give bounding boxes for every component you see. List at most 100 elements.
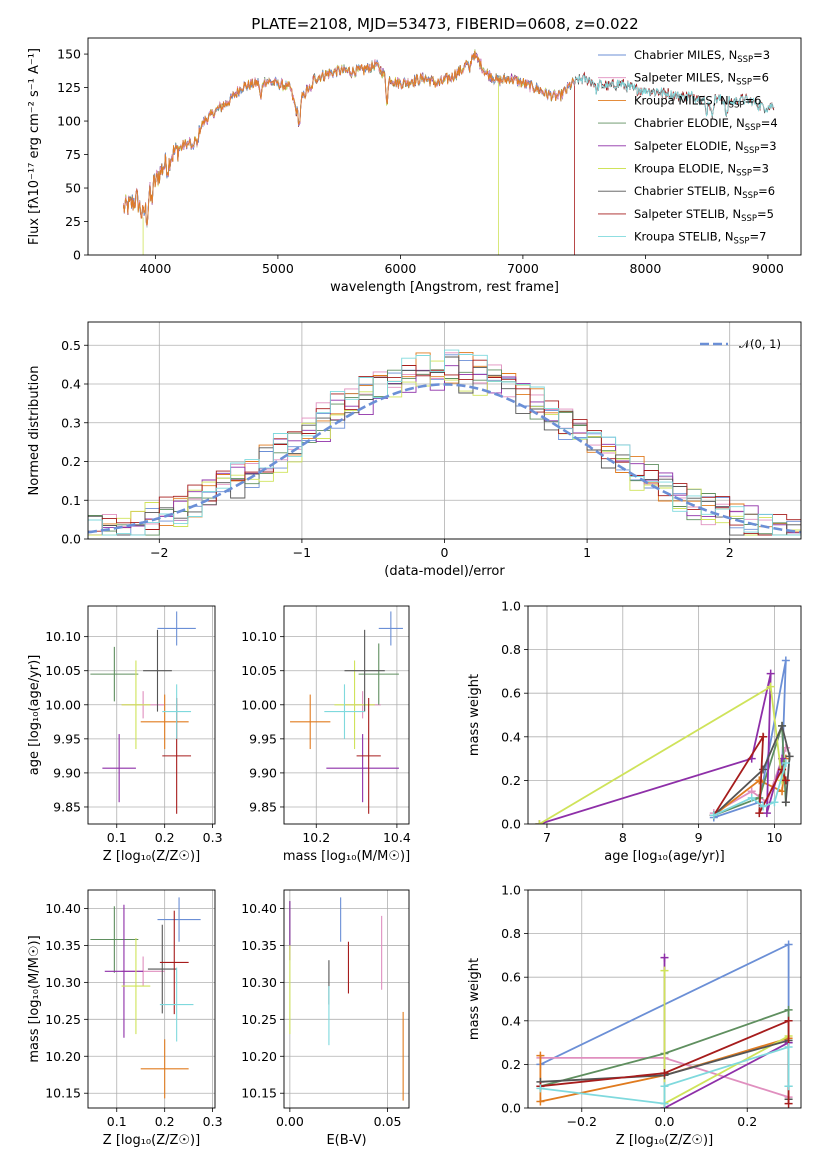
y-tick-label: 0.2 (501, 1057, 521, 1072)
y-tick-label: 10.05 (45, 663, 81, 678)
errorbar-point (147, 924, 177, 1014)
y-tick-label: 9.85 (249, 799, 277, 814)
y-tick-label: 0.4 (501, 729, 521, 744)
x-tick-label: 8000 (630, 261, 662, 276)
y-tick-label: 10.35 (241, 938, 277, 953)
y-tick-label: 1.0 (501, 883, 521, 898)
y-tick-label: 0.8 (501, 642, 521, 657)
age-vs-mass-points (290, 611, 403, 814)
legend-entry: Kroupa MILES, NSSP=6 (634, 93, 761, 110)
weight-marker (784, 940, 793, 949)
x-tick-label: 0.00 (276, 1114, 304, 1129)
x-tick-label: 10.4 (383, 830, 411, 845)
y-tick-label: 0.5 (61, 338, 81, 353)
x-tick-label: 0.2 (155, 1114, 175, 1129)
mass-vs-Z-points (90, 897, 201, 1099)
legend-entry: 𝒩(0, 1) (739, 337, 781, 351)
weight-marker (785, 752, 794, 761)
legend-entry: Chabrier MILES, NSSP=3 (634, 48, 770, 65)
x-axis-label: Z [log₁₀(Z/Z☉)] (103, 849, 200, 864)
mass-vs-Z-axes: 0.1 0.2 0.3 10.15 10.20 10.25 10.30 10.35 10.40 Z… (27, 890, 223, 1148)
x-axis-label: age [log₁₀(age/yr)] (604, 849, 725, 864)
weight-marker (755, 809, 764, 818)
x-axis-label: Z [log₁₀(Z/Z☉)] (103, 1133, 200, 1148)
weight-marker (784, 1016, 793, 1025)
x-tick-label: 10 (767, 830, 783, 845)
y-axis-label: Normed distribution (27, 366, 42, 496)
age-vs-Z-axes: 0.1 0.2 0.3 9.85 9.90 9.95 10.00 10.05 10.10 Z [l… (27, 606, 223, 864)
y-tick-label: 1.0 (501, 599, 521, 614)
y-tick-label: 0.3 (61, 415, 81, 430)
x-tick-label: 0.3 (203, 830, 223, 845)
y-tick-label: 0 (73, 248, 81, 263)
weight-marker (759, 765, 768, 774)
age-vs-Z-points (90, 611, 196, 814)
errorbar-point (102, 734, 136, 803)
normal-curve (88, 383, 801, 534)
errorbar-point (162, 684, 192, 739)
y-axis-label: mass weight (467, 674, 482, 756)
weight-marker (660, 966, 669, 975)
weight-marker (747, 793, 756, 802)
x-tick-label: 9 (695, 830, 703, 845)
errorbar-point (157, 611, 196, 646)
weight-marker (660, 1069, 669, 1078)
x-tick-label: 10.2 (302, 830, 330, 845)
y-axis-label: Flux [fλ10⁻¹⁷ erg cm⁻² s⁻¹ A⁻¹] (27, 48, 42, 245)
weight-marker (660, 1099, 669, 1108)
errorbar-point (121, 660, 151, 750)
weight-vs-Z-lines (536, 940, 793, 1108)
weight-marker (784, 1099, 793, 1108)
y-tick-label: 0.4 (61, 377, 81, 392)
x-tick-label: 0.05 (374, 1114, 402, 1129)
errorbar-point (326, 734, 399, 803)
weight-line-chabrier-miles (713, 660, 787, 819)
errorbar-point (356, 697, 381, 814)
x-tick-label: 0.3 (203, 1114, 223, 1129)
weight-line-salpeter-elodie (663, 957, 790, 1108)
y-tick-label: 9.90 (249, 765, 277, 780)
y-tick-label: 9.95 (53, 731, 81, 746)
y-tick-label: 0.0 (501, 1101, 521, 1116)
y-tick-label: 10.15 (45, 1086, 81, 1101)
y-tick-label: 10.00 (45, 697, 81, 712)
x-axis-label: wavelength [Angstrom, rest frame] (330, 280, 559, 295)
legend-entry: Kroupa ELODIE, NSSP=3 (634, 162, 769, 179)
errorbar-point (334, 660, 375, 750)
spectrum-line-salpeter-miles (123, 51, 575, 227)
residuals-axes: −2 −1 0 1 2 0.0 0.1 0.2 0.3 0.4 0.5 (data-model)/er… (27, 322, 801, 579)
weight-marker (762, 809, 771, 818)
weight-marker (770, 798, 779, 807)
y-tick-label: 9.85 (53, 799, 81, 814)
errorbar-point (358, 643, 399, 705)
y-tick-label: 0.6 (501, 970, 521, 985)
y-tick-label: 10.35 (45, 938, 81, 953)
x-tick-label: 0.1 (107, 1114, 127, 1129)
errorbar-point (344, 629, 385, 712)
mass-vs-EBV-points (289, 897, 404, 1101)
x-tick-label: 2 (726, 545, 734, 560)
x-tick-label: 0.0 (655, 1114, 675, 1129)
y-tick-label: 10.30 (241, 975, 277, 990)
weight-marker (660, 1082, 669, 1091)
residuals-legend: 𝒩(0, 1) (700, 337, 781, 351)
spectrum-axes: 4000 5000 6000 7000 8000 9000 0 25 50 75 100 125 150… (27, 47, 784, 295)
x-axis-label: Z [log₁₀(Z/Z☉)] (616, 1133, 713, 1148)
errorbar-point (104, 904, 144, 1038)
y-tick-label: 10.00 (241, 697, 277, 712)
weight-vs-age-frame (527, 605, 802, 825)
weight-marker (778, 721, 787, 730)
errorbar-point (90, 646, 139, 702)
x-tick-label: 4000 (139, 261, 171, 276)
x-tick-label: 0 (441, 545, 449, 560)
age-vs-Z-frame (87, 605, 216, 825)
figure-title: PLATE=2108, MJD=53473, FIBERID=0608, z=0… (251, 15, 638, 33)
y-tick-label: 10.40 (241, 901, 277, 916)
x-tick-label: 9000 (752, 261, 784, 276)
errorbar-point (324, 684, 365, 739)
x-axis-label: mass [log₁₀(M/M☉)] (283, 849, 410, 864)
y-tick-label: 10.10 (241, 629, 277, 644)
y-tick-label: 125 (57, 80, 81, 95)
y-tick-label: 10.40 (45, 901, 81, 916)
x-tick-label: 0.2 (737, 1114, 757, 1129)
